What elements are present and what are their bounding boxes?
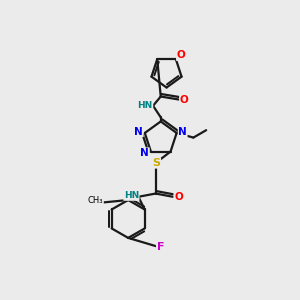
Text: CH₃: CH₃ xyxy=(88,196,103,206)
Text: HN: HN xyxy=(137,101,153,110)
Text: O: O xyxy=(180,94,188,104)
Text: O: O xyxy=(174,192,183,202)
Text: O: O xyxy=(177,50,185,60)
Text: HN: HN xyxy=(124,191,139,200)
Text: N: N xyxy=(134,127,143,136)
Text: N: N xyxy=(178,127,187,136)
Text: F: F xyxy=(157,242,164,252)
Text: S: S xyxy=(152,158,160,168)
Text: N: N xyxy=(140,148,149,158)
